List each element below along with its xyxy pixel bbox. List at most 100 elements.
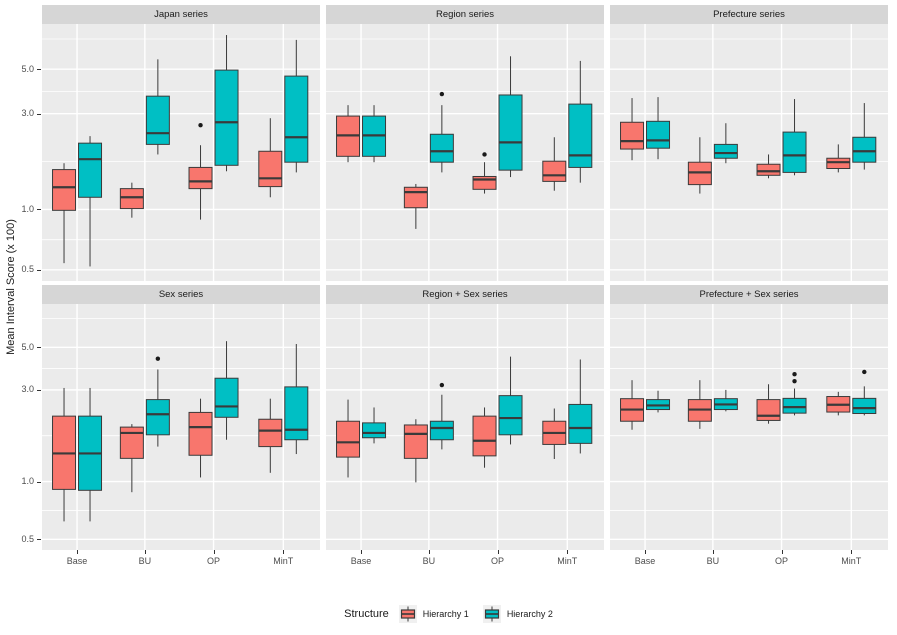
iqr-box	[119, 188, 144, 210]
x-tick-mark	[283, 550, 285, 554]
y-tick-mark	[37, 209, 41, 211]
box-bu-hierarchy-2	[145, 356, 170, 447]
iqr-box	[782, 397, 807, 414]
x-tick-mark	[213, 550, 215, 554]
x-tick-label: OP	[207, 556, 221, 566]
facet-panel-sex-series	[42, 304, 320, 550]
box-mint-hierarchy-2	[852, 103, 877, 170]
box-mint-hierarchy-2	[568, 60, 593, 183]
x-tick-mark	[567, 550, 569, 554]
facet-strip-region-series: Region series	[326, 5, 604, 24]
x-tick-label: BU	[138, 556, 152, 566]
x-tick-mark	[781, 550, 783, 554]
box-op-hierarchy-2	[782, 372, 807, 416]
y-axis-title: Mean Interval Score (x 100)	[5, 219, 17, 355]
outlier-point	[439, 91, 445, 97]
x-tick-label: Base	[634, 556, 656, 566]
y-tick-label: 3.0	[21, 108, 34, 119]
box-base-hierarchy-1	[336, 105, 361, 163]
iqr-box	[52, 169, 77, 211]
iqr-box	[429, 420, 454, 441]
facet-strip-prefecture-sex-series: Prefecture + Sex series	[610, 285, 888, 304]
iqr-box	[472, 415, 497, 457]
box-mint-hierarchy-2	[852, 369, 877, 416]
x-tick-label: MinT	[557, 556, 578, 566]
iqr-box	[852, 397, 877, 415]
facet-strip-japan-series: Japan series	[42, 5, 320, 24]
x-tick-mark	[712, 550, 714, 554]
x-tick-mark	[77, 550, 79, 554]
legend-label: Hierarchy 2	[506, 609, 553, 619]
box-bu-hierarchy-2	[713, 123, 738, 164]
outlier-point	[792, 378, 797, 384]
box-bu-hierarchy-1	[687, 380, 712, 429]
x-tick-label: MinT	[841, 556, 862, 566]
x-tick-label: Base	[350, 556, 372, 566]
box-base-hierarchy-2	[646, 97, 671, 160]
box-mint-hierarchy-2	[284, 39, 309, 173]
box-op-hierarchy-2	[214, 35, 239, 172]
box-op-hierarchy-1	[188, 122, 213, 220]
box-mint-hierarchy-1	[826, 144, 851, 173]
facet-strip-region-sex-series: Region + Sex series	[326, 285, 604, 304]
iqr-box	[568, 403, 593, 444]
box-mint-hierarchy-1	[542, 408, 567, 459]
iqr-box	[498, 395, 523, 436]
iqr-box	[214, 69, 239, 166]
box-mint-hierarchy-1	[542, 137, 567, 191]
iqr-box	[756, 163, 781, 176]
legend: Structure Hierarchy 1 Hierarchy 2	[0, 601, 897, 627]
iqr-box	[826, 157, 851, 170]
iqr-box	[498, 94, 523, 171]
y-tick-mark	[37, 481, 41, 483]
y-tick-mark	[37, 269, 41, 271]
legend-entry-hierarchy-1: Hierarchy 1	[398, 605, 469, 623]
panel-background	[610, 304, 888, 550]
outlier-point	[198, 122, 203, 128]
box-bu-hierarchy-1	[403, 183, 428, 229]
facet-panel-prefecture-series	[610, 24, 888, 281]
iqr-box	[852, 136, 877, 163]
iqr-box	[188, 166, 213, 190]
iqr-box	[258, 418, 283, 448]
iqr-box	[78, 142, 103, 198]
box-base-hierarchy-2	[362, 105, 387, 163]
y-tick-label: 0.5	[21, 533, 34, 544]
box-base-hierarchy-1	[620, 98, 645, 161]
box-op-hierarchy-1	[756, 384, 781, 424]
box-base-hierarchy-1	[52, 163, 77, 264]
box-base-hierarchy-2	[78, 136, 103, 267]
box-mint-hierarchy-2	[568, 359, 593, 454]
box-base-hierarchy-2	[78, 387, 103, 522]
x-tick-mark	[144, 550, 146, 554]
box-mint-hierarchy-1	[826, 391, 851, 416]
box-bu-hierarchy-2	[429, 91, 454, 173]
box-base-hierarchy-1	[620, 380, 645, 430]
x-tick-label: BU	[422, 556, 436, 566]
legend-entries: Hierarchy 1 Hierarchy 2	[398, 605, 553, 623]
outlier-point	[155, 356, 161, 361]
x-tick-label: MinT	[273, 556, 294, 566]
iqr-box	[188, 411, 213, 456]
box-mint-hierarchy-2	[284, 344, 309, 455]
iqr-box	[145, 95, 170, 145]
box-op-hierarchy-2	[498, 356, 523, 445]
outlier-point	[862, 369, 867, 375]
facet-strip-sex-series: Sex series	[42, 285, 320, 304]
iqr-box	[284, 386, 309, 441]
iqr-box	[336, 420, 361, 458]
box-op-hierarchy-2	[214, 341, 239, 440]
facet-panel-region-sex-series	[326, 304, 604, 550]
outlier-point	[792, 372, 797, 377]
box-op-hierarchy-1	[472, 407, 497, 468]
iqr-box	[472, 175, 497, 190]
iqr-box	[284, 75, 309, 163]
iqr-box	[756, 399, 781, 421]
iqr-box	[429, 133, 454, 163]
x-tick-label: OP	[491, 556, 505, 566]
y-tick-label: 3.0	[21, 384, 34, 395]
box-mint-hierarchy-1	[258, 398, 283, 473]
box-op-hierarchy-2	[782, 99, 807, 176]
y-tick-mark	[37, 389, 41, 391]
